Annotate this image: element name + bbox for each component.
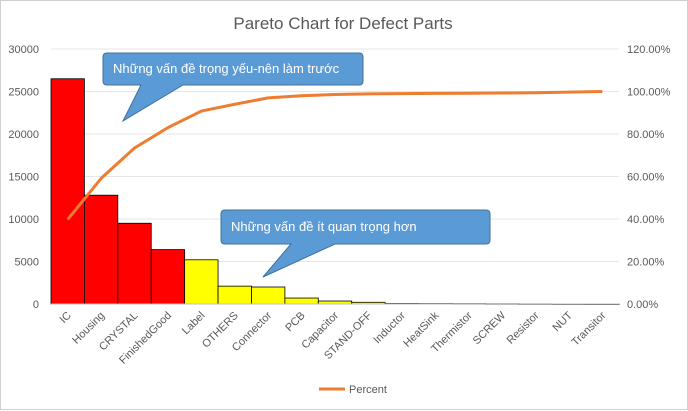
bar-finishedgood xyxy=(150,249,186,305)
bar-crystal xyxy=(117,222,152,305)
percent-series-line xyxy=(66,90,603,221)
callout-important-text: Những vấn đề trọng yếu-nên làm trước xyxy=(113,61,340,76)
legend-label: Percent xyxy=(349,384,387,396)
y2-tick-label: 80.00% xyxy=(627,129,665,141)
callout-important: Những vấn đề trọng yếu-nên làm trước xyxy=(102,52,364,123)
x-tick-label: SCREW xyxy=(471,309,509,347)
bar-ic xyxy=(50,78,85,305)
y-tick-label: 15000 xyxy=(8,172,39,184)
percent-line xyxy=(66,90,603,221)
callout-less-important-text: Những vấn đề ít quan trọng hơn xyxy=(231,219,417,234)
callout-important-shape xyxy=(102,52,364,123)
bar-housing xyxy=(84,194,119,305)
bar-pcb xyxy=(284,297,319,305)
x-tick-label: Transitor xyxy=(570,309,609,348)
y-tick-label: 30000 xyxy=(8,44,39,56)
y-axis-left: 0 5000 10000 15000 20000 25000 30000 xyxy=(8,44,39,311)
y-tick-label: 25000 xyxy=(8,87,39,99)
y-tick-label: 20000 xyxy=(8,129,39,141)
y-tick-label: 10000 xyxy=(8,214,39,226)
y-axis-right: 0.00% 20.00% 40.00% 60.00% 80.00% 100.00% 120.… xyxy=(627,44,671,311)
chart-title: Pareto Chart for Defect Parts xyxy=(233,14,452,33)
x-tick-label: NUT xyxy=(551,309,576,334)
x-tick-label: Label xyxy=(180,310,208,338)
legend: Percent xyxy=(319,384,387,396)
callout-less-important: Những vấn đề ít quan trọng hơn xyxy=(220,209,491,278)
x-tick-label: Resistor xyxy=(505,309,542,346)
y2-tick-label: 60.00% xyxy=(627,172,665,184)
callout-less-important-shape xyxy=(220,209,491,278)
y2-tick-label: 20.00% xyxy=(627,257,665,269)
y2-tick-label: 0.00% xyxy=(627,299,658,311)
x-tick-label: PCB xyxy=(283,310,307,334)
bar-label xyxy=(184,259,219,305)
x-tick-label: IC xyxy=(58,310,74,326)
y2-tick-label: 120.00% xyxy=(627,44,671,56)
y2-tick-label: 40.00% xyxy=(627,214,665,226)
bar-others xyxy=(217,285,252,305)
y2-tick-label: 100.00% xyxy=(627,87,671,99)
y-tick-label: 5000 xyxy=(15,257,39,269)
bars xyxy=(50,78,620,305)
bar-connector xyxy=(251,286,286,305)
y-tick-label: 0 xyxy=(33,299,39,311)
